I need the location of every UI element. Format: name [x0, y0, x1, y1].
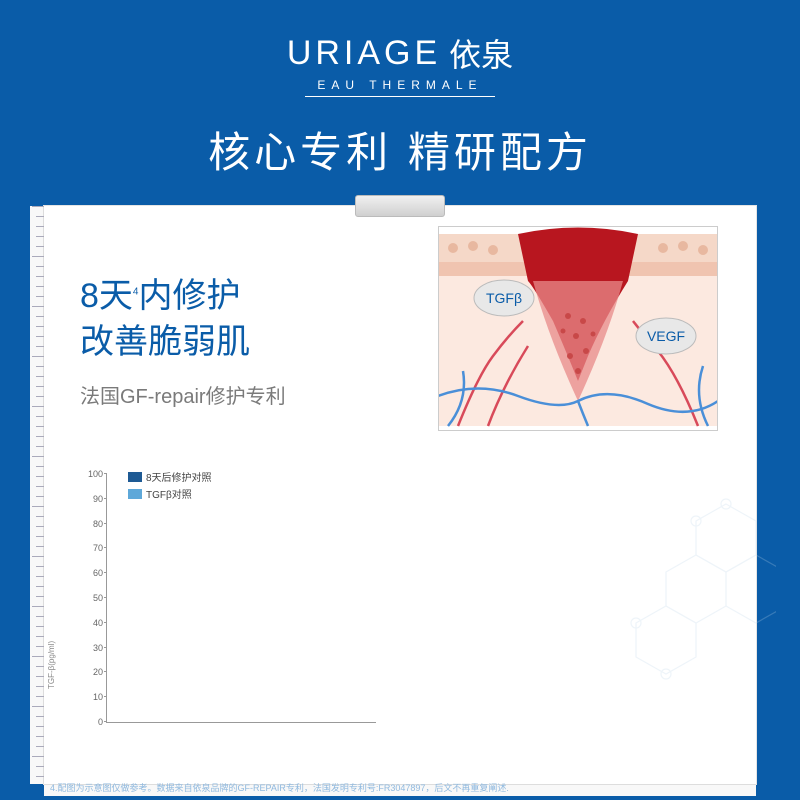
content-card: 8天4内修护 改善脆弱肌 法国GF-repair修护专利 [43, 205, 757, 785]
diagram-vegf-label: VEGF [647, 328, 685, 344]
brand-subtitle: EAU THERMALE [0, 78, 800, 92]
ruler-left [30, 206, 44, 784]
clipboard-clip [355, 195, 445, 217]
hero-8days: 8天 [80, 277, 133, 315]
main-tagline: 核心专利 精研配方 [0, 119, 800, 180]
brand-underline [305, 96, 495, 97]
brand-name: URIAGE [287, 34, 441, 73]
hero-line1b: 内修护 [138, 277, 240, 315]
hero-title: 8天4内修护 改善脆弱肌 [80, 274, 286, 366]
hero-line2: 改善脆弱肌 [80, 323, 250, 361]
y-axis-label: TGF-β(pg/ml) [47, 641, 56, 689]
brand-cn: 依泉 [449, 30, 513, 76]
hero-text: 8天4内修护 改善脆弱肌 法国GF-repair修护专利 [80, 274, 286, 409]
footer-note: 4.配图为示意图仅做参考。数据来自依泉品牌的GF-REPAIR专利，法国发明专利… [50, 781, 509, 794]
diagram-tgf-label: TGFβ [486, 290, 522, 306]
skin-diagram: TGFβ VEGF [438, 226, 718, 431]
plot-area: 0102030405060708090100 [106, 474, 376, 723]
hex-decoration-icon [626, 494, 776, 684]
hero-sub: 法国GF-repair修护专利 [80, 380, 286, 409]
brand-header: URIAGE 依泉 EAU THERMALE [0, 0, 800, 97]
chart-tgf: 8天后修护对照TGFβ对照TGF-β(pg/ml)010203040506070… [72, 474, 380, 749]
